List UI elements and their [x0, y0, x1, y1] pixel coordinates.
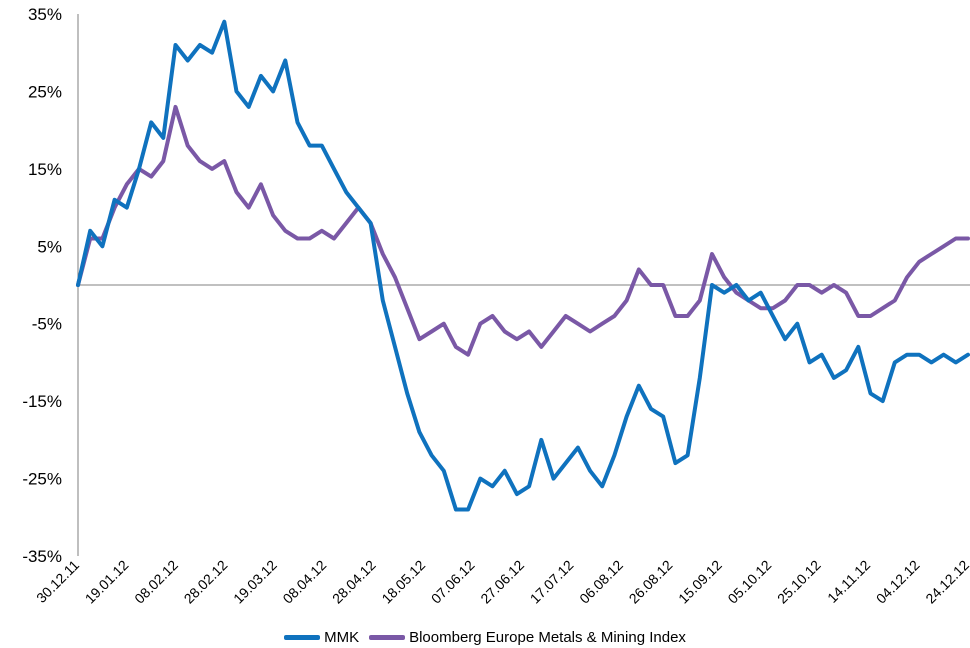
x-tick-label: 18.05.12	[378, 557, 428, 607]
y-axis: 35% 25% 15% 5% -5% -15% -25% -35%	[22, 5, 970, 566]
legend-label-bloomberg-index: Bloomberg Europe Metals & Mining Index	[409, 628, 686, 646]
x-tick-label: 27.06.12	[477, 557, 527, 607]
x-tick-label: 15.09.12	[675, 557, 725, 607]
x-tick-label: 14.11.12	[824, 557, 873, 606]
x-tick-label: 26.08.12	[626, 557, 676, 607]
y-tick-label: -5%	[32, 315, 62, 334]
series-line-mmk	[76, 19, 970, 512]
x-tick-label: 05.10.12	[724, 557, 774, 607]
y-tick-label: -15%	[22, 392, 62, 411]
x-tick-label: 28.02.12	[181, 557, 231, 607]
y-tick-label: 25%	[28, 82, 62, 101]
x-tick-label: 04.12.12	[873, 557, 923, 607]
x-tick-label: 08.04.12	[279, 557, 329, 607]
x-tick-label: 06.08.12	[576, 557, 626, 607]
legend: MMK Bloomberg Europe Metals & Mining Ind…	[0, 626, 970, 648]
y-tick-label: -25%	[22, 470, 62, 489]
y-tick-label: 5%	[37, 237, 62, 256]
x-tick-label: 19.03.12	[230, 557, 280, 607]
legend-item-mmk: MMK	[284, 629, 359, 646]
x-tick-label: 07.06.12	[428, 557, 478, 607]
legend-item-bloomberg-index: Bloomberg Europe Metals & Mining Index	[369, 629, 686, 646]
x-tick-label: 17.07.12	[527, 557, 577, 607]
legend-label-mmk: MMK	[324, 628, 360, 646]
series-line-bloomberg-index	[76, 104, 970, 357]
x-tick-label: 28.04.12	[329, 557, 379, 607]
x-tick-label: 19.01.12	[82, 557, 132, 607]
x-tick-label: 08.02.12	[131, 557, 181, 607]
x-tick-label: 24.12.12	[922, 557, 970, 607]
series-lines	[76, 19, 970, 512]
y-tick-label: 35%	[28, 5, 62, 24]
y-tick-label: 15%	[28, 160, 62, 179]
x-axis: 30.12.11 19.01.12 08.02.12 28.02.12 19.03.12…	[33, 557, 970, 607]
legend-swatch-bloomberg-index	[369, 634, 406, 640]
x-tick-label: 25.10.12	[774, 557, 824, 607]
legend-swatch-mmk	[284, 634, 321, 640]
y-tick-label: -35%	[22, 547, 62, 566]
